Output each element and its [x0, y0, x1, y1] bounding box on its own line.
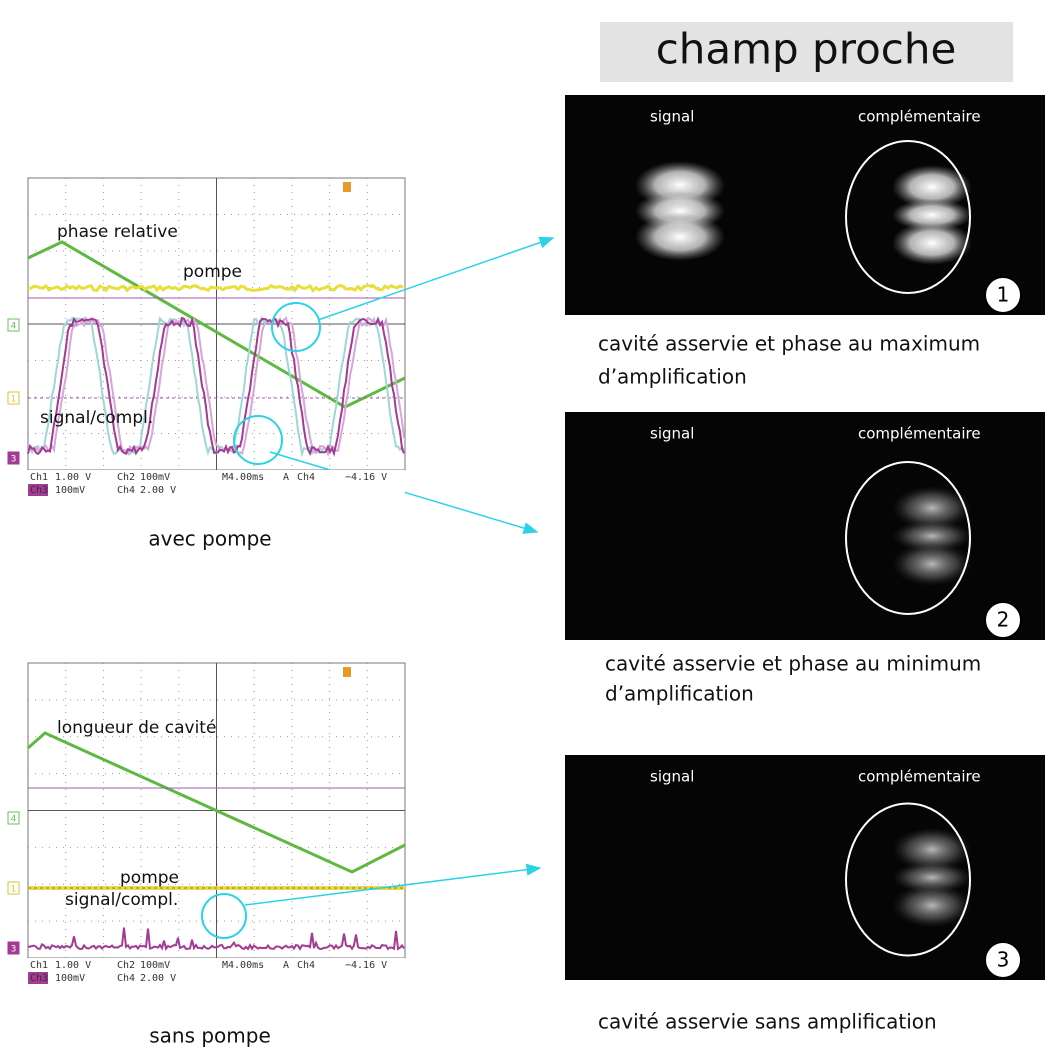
image-caption: d’amplification [605, 682, 754, 706]
readout: 100mV [55, 973, 85, 984]
trace-label: signal/compl. [40, 408, 153, 428]
camera-image [565, 412, 1045, 640]
readout: Ch2 [117, 960, 135, 971]
ch3-badge [28, 484, 48, 496]
channel-marker-label: 1 [11, 885, 17, 895]
image-label: complémentaire [858, 768, 981, 786]
highlight [233, 415, 283, 465]
readout: Ch2 [117, 472, 135, 483]
title: champ proche [656, 25, 957, 74]
trace-label: phase relative [57, 222, 178, 242]
scope-caption: sans pompe [149, 1024, 271, 1048]
trace-label: pompe [120, 868, 179, 888]
trace-label: pompe [183, 262, 242, 282]
readout: 2.00 V [140, 485, 176, 496]
number-badge [984, 276, 1022, 314]
readout: A [283, 960, 289, 971]
channel-marker-label: 3 [11, 945, 17, 955]
image-label: signal [650, 425, 694, 443]
trace-signal [27, 316, 405, 458]
image-label: signal [650, 768, 694, 786]
readout: 1.00 V [55, 472, 91, 483]
readout: 100mV [140, 472, 170, 483]
readout: M4.00ms [222, 960, 264, 971]
image-label: signal [650, 108, 694, 126]
image-caption: cavité asservie et phase au minimum [605, 652, 981, 676]
image-label: complémentaire [858, 108, 981, 126]
readout: M4.00ms [222, 472, 264, 483]
channel-marker [7, 391, 20, 405]
beam-circle [845, 140, 971, 294]
trace-label: longueur de cavité [57, 718, 216, 738]
beam-fringe [892, 199, 972, 231]
image-caption: cavité asservie sans amplification [598, 1010, 937, 1034]
readout-bg [28, 470, 405, 497]
readout: Ch1 [30, 472, 48, 483]
channel-marker [7, 941, 20, 955]
readout: Ch4 [297, 472, 315, 483]
trace-signal [27, 316, 405, 457]
readout: Ch3 [30, 973, 48, 984]
readout: 2.00 V [140, 973, 176, 984]
channel-marker-label: 1 [11, 395, 17, 405]
readout: −4.16 V [345, 960, 387, 971]
readout: 100mV [140, 960, 170, 971]
beam-fringe [892, 542, 972, 586]
trace-ramp [27, 731, 406, 874]
number-label: 3 [997, 948, 1010, 972]
number-label: 1 [997, 283, 1010, 307]
readout: −4.16 V [345, 472, 387, 483]
beam-fringe [892, 486, 972, 530]
number-label: 2 [997, 608, 1010, 632]
trace-ramp [27, 240, 406, 409]
trace-signal [27, 927, 405, 951]
camera-image [565, 755, 1045, 980]
beam-fringe [892, 861, 972, 894]
trace-pump [27, 283, 404, 293]
arrow [317, 236, 555, 321]
image-label: complémentaire [858, 425, 981, 443]
channel-marker [7, 881, 20, 895]
title-box [600, 22, 1013, 82]
image-caption: cavité asservie et phase au maximum [598, 332, 980, 356]
number-badge [984, 601, 1022, 639]
beam-fringe [635, 213, 725, 261]
trace-label: signal/compl. [65, 890, 178, 910]
readout: Ch3 [30, 485, 48, 496]
readout: Ch4 [117, 973, 135, 984]
beam-fringe [892, 827, 972, 872]
arrow [244, 863, 542, 906]
trigger-marker [343, 667, 351, 677]
readout: 100mV [55, 485, 85, 496]
readout: Ch4 [297, 960, 315, 971]
beam-circle [845, 461, 971, 615]
beam-circle [845, 802, 971, 957]
number-badge [984, 941, 1022, 979]
beam-fringe [892, 165, 972, 209]
channel-marker-label: 4 [11, 815, 17, 825]
scope-caption: avec pompe [148, 527, 271, 551]
readout-bg [28, 958, 405, 985]
highlight [201, 893, 247, 939]
image-caption: d’amplification [598, 365, 747, 389]
beam-fringe [892, 221, 972, 265]
ch3-badge [28, 972, 48, 984]
channel-marker [7, 811, 20, 825]
beam-fringe [892, 883, 972, 928]
readout: 1.00 V [55, 960, 91, 971]
channel-marker [7, 318, 20, 332]
channel-marker-label: 3 [11, 455, 17, 465]
channel-marker-label: 4 [11, 322, 17, 332]
beam-fringe [892, 520, 972, 552]
highlight [271, 302, 321, 352]
camera-image [565, 95, 1045, 315]
readout: Ch1 [30, 960, 48, 971]
channel-marker [7, 451, 20, 465]
readout: Ch4 [117, 485, 135, 496]
trigger-marker [343, 182, 351, 192]
readout: A [283, 472, 289, 483]
